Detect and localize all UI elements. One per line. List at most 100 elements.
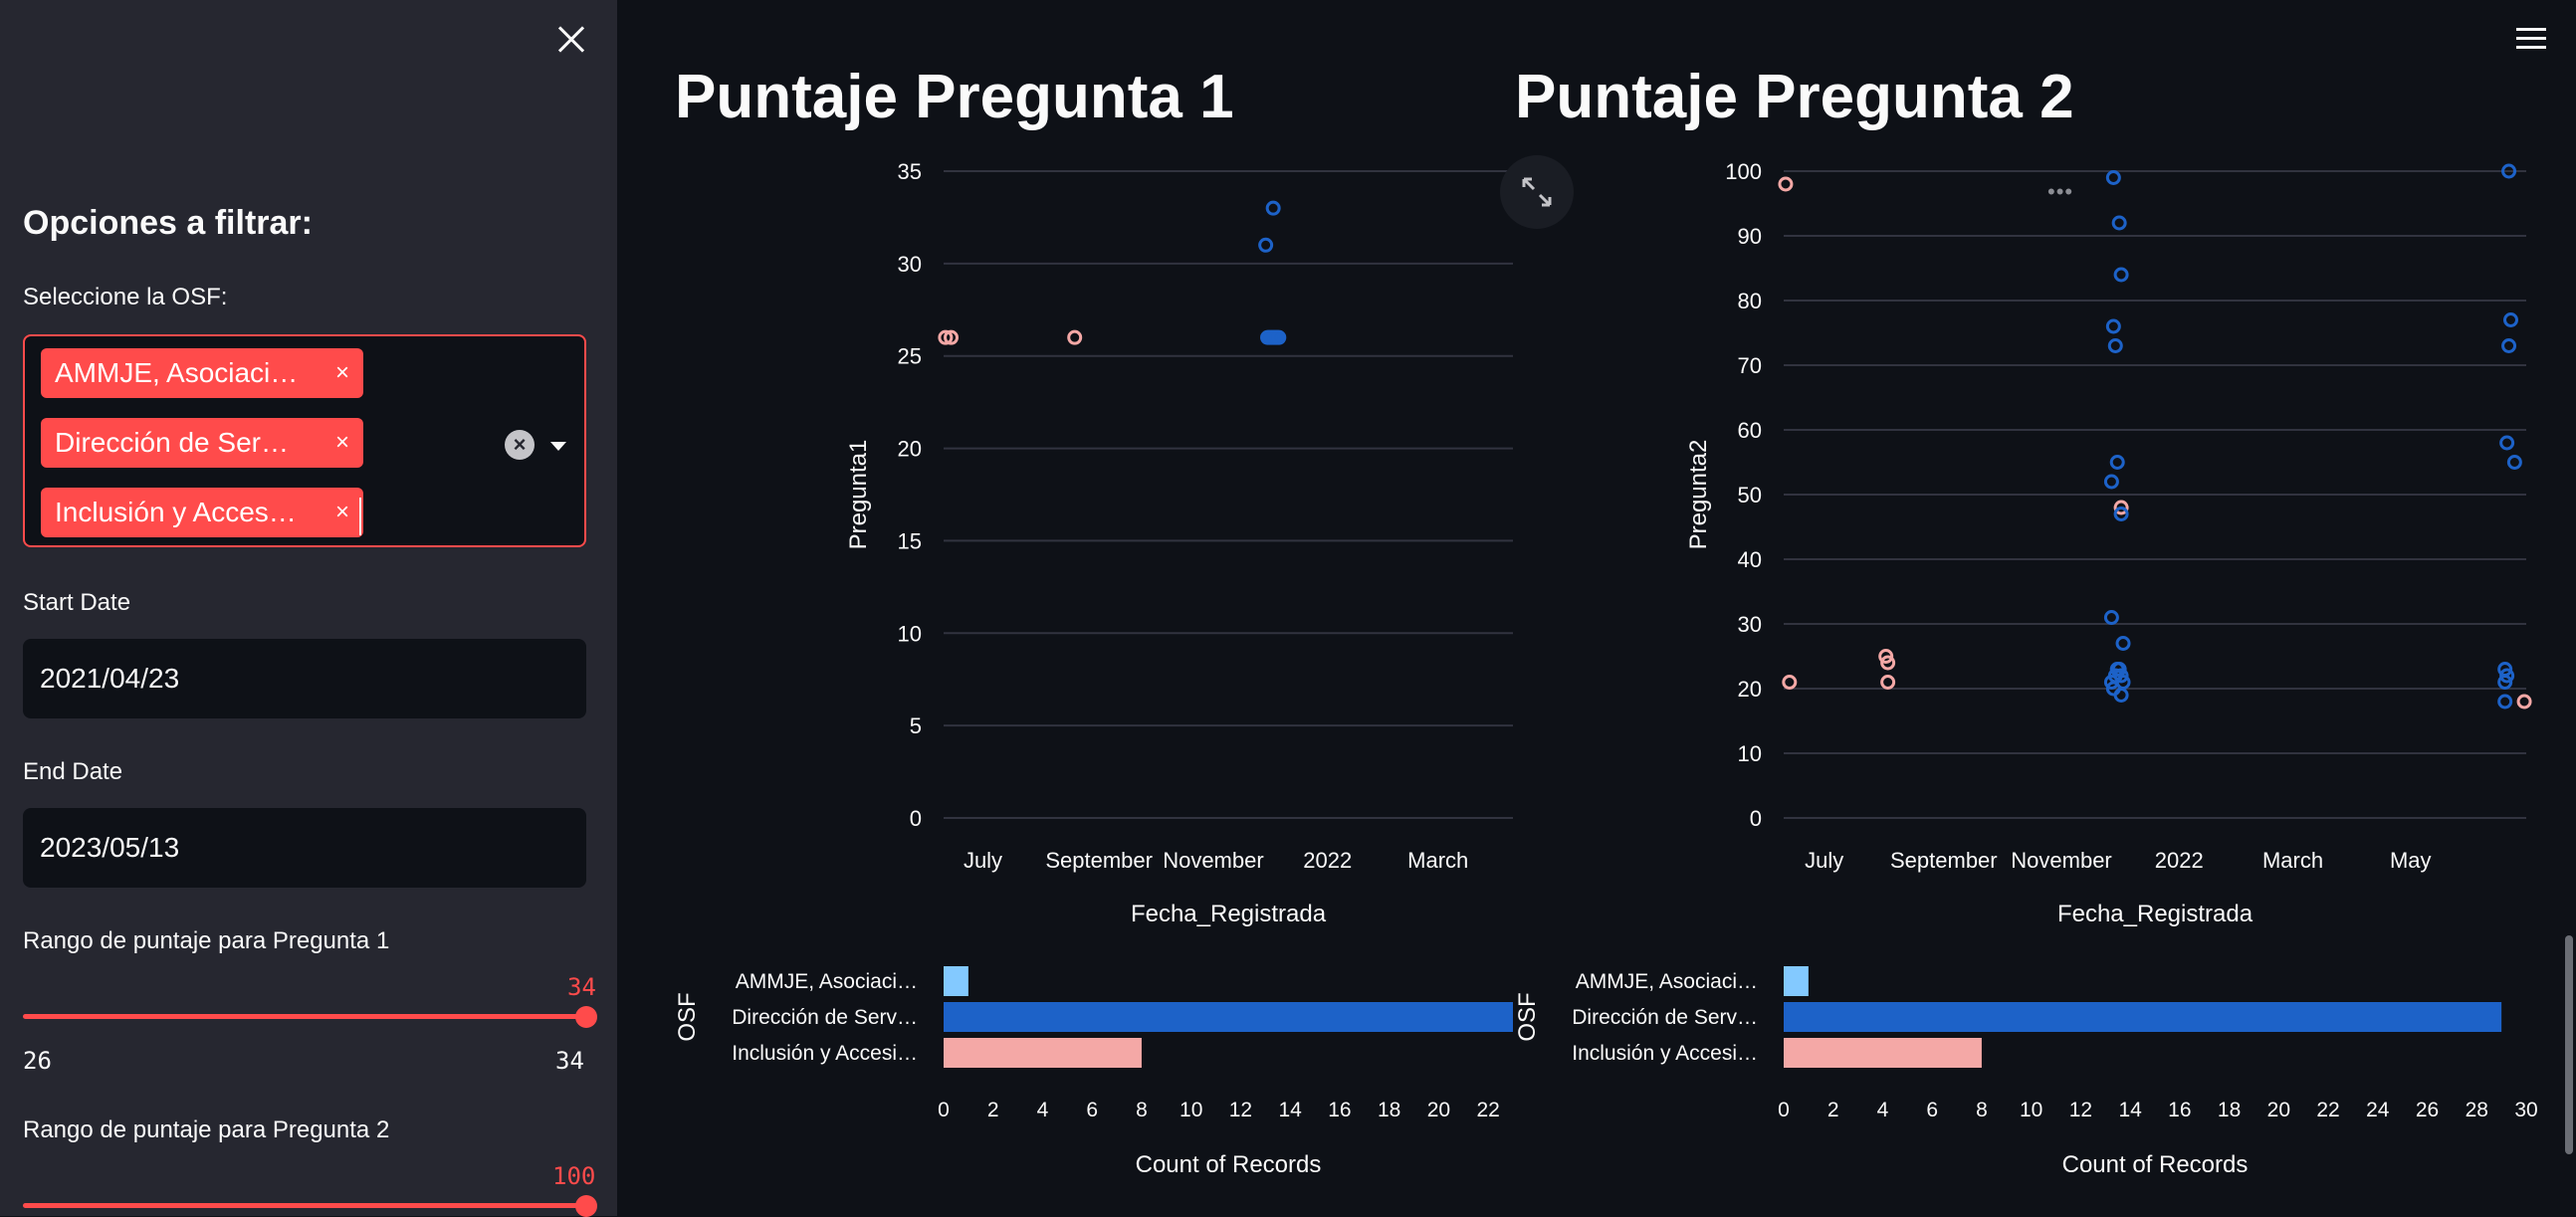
barchart1-xtick-label: 6 xyxy=(1086,1099,1098,1121)
chart2-point xyxy=(2107,338,2123,353)
chart2-point xyxy=(1778,176,1794,192)
chart2-point xyxy=(2516,694,2532,710)
chart2-point xyxy=(2499,435,2515,451)
barchart1-category-label: AMMJE, Asociaci… xyxy=(736,970,918,993)
barchart1-ylabel: OSF xyxy=(674,992,701,1041)
chart2-point xyxy=(2497,694,2513,710)
barchart1-xtick-label: 8 xyxy=(1136,1099,1148,1121)
chart2-point xyxy=(2497,675,2513,690)
tag-label: AMMJE, Asociaci… xyxy=(55,357,299,388)
barchart1-xtick-label: 16 xyxy=(1328,1099,1351,1121)
chart1-ytick-label: 15 xyxy=(898,528,922,553)
chart2-xtick-label: May xyxy=(2390,848,2432,873)
sidebar-title: Opciones a filtrar: xyxy=(23,204,313,242)
barchart1-xtick-label: 12 xyxy=(1229,1099,1252,1121)
barchart2-xtick-label: 6 xyxy=(1926,1099,1938,1121)
chart1-ytick-label: 0 xyxy=(910,806,922,831)
tag-label: Dirección de Ser… xyxy=(55,427,289,458)
start-date-label: Start Date xyxy=(23,589,131,616)
barchart1-xtick-label: 14 xyxy=(1278,1099,1302,1121)
chart1-ytick-label: 25 xyxy=(898,344,922,369)
chart2-ytick-label: 10 xyxy=(1738,741,1762,766)
slider1-track[interactable] xyxy=(23,1014,586,1019)
barchart2-xtick-label: 18 xyxy=(2218,1099,2241,1121)
chart2-point xyxy=(2113,500,2129,515)
slider2-track[interactable] xyxy=(23,1203,586,1208)
chart2-ytick-label: 30 xyxy=(1738,612,1762,637)
sidebar: Opciones a filtrar: Seleccione la OSF: A… xyxy=(0,0,617,1217)
chart1-heading: Puntaje Pregunta 1 xyxy=(675,63,1234,131)
chart1-point xyxy=(1067,329,1083,345)
expand-icon xyxy=(1522,177,1552,207)
barchart2-bar xyxy=(1784,966,1809,996)
end-date-input[interactable]: 2023/05/13 xyxy=(23,808,586,888)
tag-direccion: Dirección de Ser… × xyxy=(41,418,363,468)
chart1-xtick-label: September xyxy=(1045,848,1153,873)
barchart2-xtick-label: 28 xyxy=(2466,1099,2488,1121)
chart2-xtick-label: March xyxy=(2262,848,2323,873)
barchart2-category-label: Inclusión y Accesi… xyxy=(1572,1042,1758,1065)
chart2-ylabel: Pregunta2 xyxy=(1685,440,1712,550)
chart1-point xyxy=(938,329,954,345)
barchart2-xtick-label: 2 xyxy=(1827,1099,1839,1121)
barchart2-xlabel: Count of Records xyxy=(2062,1151,2249,1178)
slider1-thumb[interactable] xyxy=(575,1006,597,1028)
chart2-point xyxy=(1880,675,1896,690)
barchart2-ylabel: OSF xyxy=(1514,992,1541,1041)
chart2-ytick-label: 40 xyxy=(1738,547,1762,572)
osf-label: Seleccione la OSF: xyxy=(23,284,228,310)
barchart2-category-label: Dirección de Serv… xyxy=(1572,1006,1758,1029)
slider2-thumb[interactable] xyxy=(575,1195,597,1217)
chart2-ytick-label: 0 xyxy=(1750,806,1762,831)
chart2-point xyxy=(2501,163,2517,179)
chart1-xtick-label: March xyxy=(1407,848,1468,873)
fullscreen-button[interactable] xyxy=(1500,155,1574,229)
remove-tag-icon[interactable]: × xyxy=(334,359,349,386)
start-date-input[interactable]: 2021/04/23 xyxy=(23,639,586,718)
slider1-max: 34 xyxy=(555,1047,584,1075)
osf-multiselect[interactable]: AMMJE, Asociaci… × Dirección de Ser… × I… xyxy=(23,334,586,547)
slider1-min: 26 xyxy=(23,1047,52,1075)
chart2-ytick-label: 80 xyxy=(1738,289,1762,313)
tag-label: Inclusión y Acces… xyxy=(55,497,297,527)
chart2-point xyxy=(2113,507,2129,521)
remove-tag-icon[interactable]: × xyxy=(334,499,349,525)
chart2-point xyxy=(2501,338,2517,353)
chart2-heading: Puntaje Pregunta 2 xyxy=(1515,63,2074,131)
chart1-ytick-label: 30 xyxy=(898,252,922,277)
chart-menu-icon[interactable]: ••• xyxy=(2047,179,2074,204)
slider1-label: Rango de puntaje para Pregunta 1 xyxy=(23,927,390,954)
chart2-point xyxy=(2105,170,2121,185)
barchart1-xlabel: Count of Records xyxy=(1136,1151,1322,1178)
clear-all-icon[interactable]: × xyxy=(505,430,535,460)
tag-inclusion: Inclusión y Acces… × xyxy=(41,488,363,537)
chart1-ytick-label: 35 xyxy=(898,159,922,184)
chart2-point xyxy=(2109,455,2125,470)
text-caret xyxy=(359,498,361,535)
remove-tag-icon[interactable]: × xyxy=(334,429,349,456)
scrollbar[interactable] xyxy=(2565,935,2573,1154)
barchart1-xtick-label: 2 xyxy=(987,1099,999,1121)
chart1-ytick-label: 5 xyxy=(910,713,922,738)
chevron-down-icon[interactable] xyxy=(550,442,566,451)
barchart2-xtick-label: 22 xyxy=(2316,1099,2339,1121)
barchart2-xtick-label: 0 xyxy=(1778,1099,1790,1121)
barchart2-xtick-label: 10 xyxy=(2020,1099,2042,1121)
barchart1-bar xyxy=(944,966,968,996)
chart2-point xyxy=(2502,312,2518,327)
chart2-point xyxy=(2111,662,2127,677)
barchart1-category-label: Inclusión y Accesi… xyxy=(732,1042,918,1065)
barchart2-bar xyxy=(1784,1002,2502,1032)
chart2-point xyxy=(2113,688,2129,703)
chart2-point xyxy=(1880,655,1896,671)
chart2-point xyxy=(2115,636,2131,651)
barchart2-category-label: AMMJE, Asociaci… xyxy=(1576,970,1758,993)
barchart2-xtick-label: 8 xyxy=(1976,1099,1988,1121)
main-menu-icon[interactable] xyxy=(2516,28,2546,50)
chart2-xlabel: Fecha_Registrada xyxy=(2057,901,2254,927)
chart2-ytick-label: 90 xyxy=(1738,224,1762,249)
barchart2-xtick-label: 12 xyxy=(2069,1099,2092,1121)
chart2-xtick-label: November xyxy=(2011,848,2111,873)
slider1-current-value: 34 xyxy=(567,973,596,1001)
barchart1-xtick-label: 10 xyxy=(1180,1099,1202,1121)
